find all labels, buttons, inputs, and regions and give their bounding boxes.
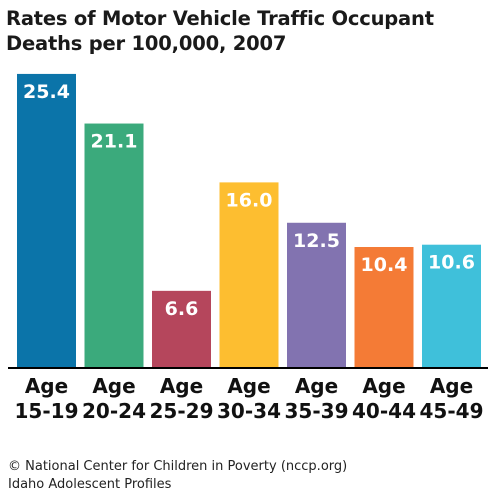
bar-5 bbox=[354, 247, 414, 367]
x-tick-label-4-line-2: 35-39 bbox=[285, 399, 349, 423]
footer-source: Idaho Adolescent Profiles bbox=[8, 477, 172, 492]
bar-value-label-4: 12.5 bbox=[293, 230, 340, 252]
footer: © National Center for Children in Povert… bbox=[8, 458, 347, 494]
bar-value-label-2: 6.6 bbox=[165, 298, 199, 320]
x-tick-label-1-line-2: 20-24 bbox=[82, 399, 146, 423]
x-tick-label-4-line-1: Age bbox=[295, 374, 338, 398]
x-tick-label-5-line-2: 40-44 bbox=[352, 399, 416, 423]
x-tick-label-2-line-1: Age bbox=[160, 374, 203, 398]
x-tick-label-0-line-1: Age bbox=[25, 374, 68, 398]
bar-value-label-0: 25.4 bbox=[23, 81, 70, 103]
chart-title-line-1: Rates of Motor Vehicle Traffic Occupant bbox=[6, 7, 434, 30]
bar-4 bbox=[287, 222, 346, 367]
bar-value-label-5: 10.4 bbox=[361, 254, 408, 276]
bars-group bbox=[17, 73, 481, 368]
x-tick-label-3-line-1: Age bbox=[227, 374, 270, 398]
bar-2 bbox=[152, 290, 211, 367]
bar-6 bbox=[422, 244, 481, 367]
footer-copyright: © National Center for Children in Povert… bbox=[8, 459, 348, 474]
x-tick-label-0-line-2: 15-19 bbox=[15, 399, 79, 423]
x-tick-label-2-line-2: 25-29 bbox=[150, 399, 214, 423]
bar-1 bbox=[84, 123, 144, 368]
x-tick-labels-group: Age15-19Age20-24Age25-29Age30-34Age35-39… bbox=[15, 374, 484, 423]
bar-3 bbox=[219, 182, 279, 367]
chart-title: Rates of Motor Vehicle Traffic Occupant … bbox=[6, 6, 492, 56]
x-tick-label-6-line-1: Age bbox=[430, 374, 473, 398]
bar-value-label-3: 16.0 bbox=[226, 189, 273, 211]
x-tick-label-6-line-2: 45-49 bbox=[420, 399, 484, 423]
bar-value-label-6: 10.6 bbox=[428, 252, 475, 274]
value-labels-group: 25.4 21.1 6.6 16.0 12.5 10.4 10.6 bbox=[23, 81, 475, 320]
x-tick-label-5-line-1: Age bbox=[362, 374, 405, 398]
chart-title-line-2: Deaths per 100,000, 2007 bbox=[6, 32, 287, 55]
x-tick-label-1-line-1: Age bbox=[92, 374, 135, 398]
x-tick-label-3-line-2: 30-34 bbox=[217, 399, 281, 423]
bar-value-label-1: 21.1 bbox=[91, 131, 138, 153]
bar-0 bbox=[17, 73, 76, 367]
